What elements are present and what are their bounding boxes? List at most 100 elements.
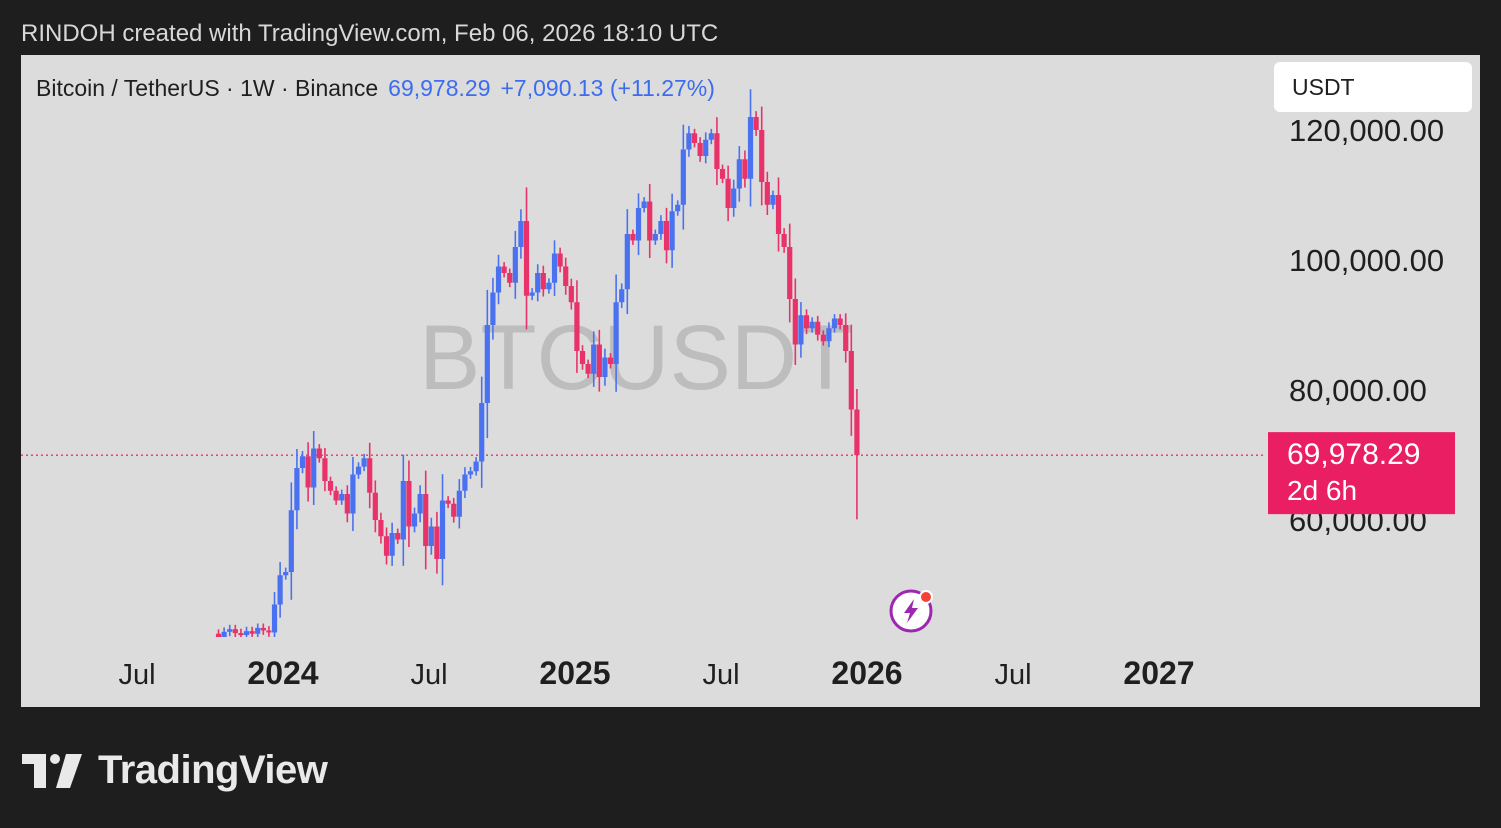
candle-body: [283, 572, 289, 576]
candle: [529, 288, 535, 301]
candle: [652, 229, 658, 245]
candle: [714, 117, 720, 186]
candle: [238, 628, 244, 637]
candle: [411, 507, 418, 533]
candle-body: [355, 466, 362, 475]
candle-body: [305, 456, 311, 488]
candle-body: [294, 468, 300, 511]
candle-body: [607, 357, 614, 364]
candle: [669, 193, 675, 268]
candle: [434, 511, 440, 574]
candle-body: [227, 629, 233, 632]
candle: [686, 125, 692, 157]
candle-body: [451, 503, 457, 517]
bolt-icon[interactable]: [889, 589, 933, 633]
candle: [663, 207, 670, 264]
candle: [501, 262, 507, 278]
candle: [798, 302, 804, 358]
candle-body: [462, 474, 468, 491]
candle: [697, 137, 703, 162]
candle-body: [327, 481, 334, 491]
candle-body: [507, 273, 513, 283]
candle-body: [484, 325, 490, 403]
candle: [658, 215, 664, 240]
candle-body: [288, 510, 294, 572]
candle: [523, 187, 530, 330]
candle-body: [563, 266, 569, 286]
candle: [456, 479, 462, 529]
candle: [591, 331, 597, 387]
candle-body: [820, 334, 826, 342]
candle: [563, 257, 569, 295]
candle: [787, 223, 793, 323]
candle-body: [495, 266, 502, 293]
candle-body: [602, 357, 608, 377]
candle-body: [322, 458, 328, 481]
candle-body: [708, 133, 714, 140]
candle: [820, 330, 826, 346]
candle-body: [434, 526, 440, 559]
candle: [344, 485, 350, 523]
y-tick-label: 100,000.00: [1289, 243, 1444, 278]
currency-selector[interactable]: USDT: [1274, 62, 1472, 112]
candle-body: [339, 494, 345, 501]
candle-body: [731, 188, 737, 208]
candle: [747, 89, 754, 207]
candle-body: [266, 630, 272, 633]
candlestick-chart[interactable]: BTCUSDT 120,000.00100,000.0080,000.0060,…: [21, 55, 1480, 707]
symbol-header: Bitcoin / TetherUS · 1W · Binance 69,978.…: [36, 75, 715, 102]
candle-body: [635, 208, 642, 241]
candle: [232, 624, 238, 637]
candle-body: [423, 494, 429, 546]
candle-body: [546, 282, 552, 290]
candle: [680, 124, 686, 230]
candle: [585, 359, 591, 379]
candle: [428, 517, 434, 555]
candle-body: [215, 633, 222, 637]
tv-logo-icon: [22, 753, 82, 788]
candle: [260, 623, 266, 635]
candle: [372, 480, 378, 533]
candle: [439, 474, 446, 586]
candle-body: [663, 221, 670, 251]
x-tick-label: 2025: [539, 655, 610, 691]
candle: [596, 329, 602, 392]
candle: [355, 462, 362, 479]
x-tick-label: 2026: [831, 655, 902, 691]
candle-body: [361, 458, 367, 467]
chart-panel[interactable]: BTCUSDT 120,000.00 100,000.00 80,000.00 60,…: [21, 55, 1480, 707]
candle-body: [473, 461, 479, 472]
candles-group: [215, 89, 860, 637]
candle: [221, 627, 227, 637]
candle: [647, 183, 653, 259]
candle: [277, 562, 283, 618]
candle: [467, 466, 474, 479]
candle-body: [501, 266, 507, 273]
candle: [607, 353, 614, 369]
candle-body: [445, 500, 451, 504]
candle: [512, 230, 518, 299]
candle-body: [742, 159, 748, 179]
candle: [775, 177, 782, 252]
candle-body: [255, 627, 261, 634]
candle: [635, 193, 642, 256]
candle: [843, 313, 849, 363]
candle: [675, 200, 681, 216]
candle-body: [277, 575, 283, 605]
candle-body: [299, 456, 306, 468]
candle: [826, 322, 832, 348]
candle: [316, 444, 322, 463]
candle-body: [831, 318, 838, 329]
candle: [507, 268, 513, 288]
candle: [837, 314, 843, 330]
x-tick-label: 2027: [1123, 655, 1194, 691]
candle: [803, 309, 810, 335]
candle-body: [647, 201, 653, 241]
candle: [490, 277, 496, 340]
candle-body: [535, 273, 541, 293]
candle: [484, 289, 490, 439]
candle-body: [759, 130, 765, 182]
candle-body: [658, 221, 664, 234]
price-tag-countdown: 2d 6h: [1287, 475, 1357, 506]
candle-body: [803, 315, 810, 329]
